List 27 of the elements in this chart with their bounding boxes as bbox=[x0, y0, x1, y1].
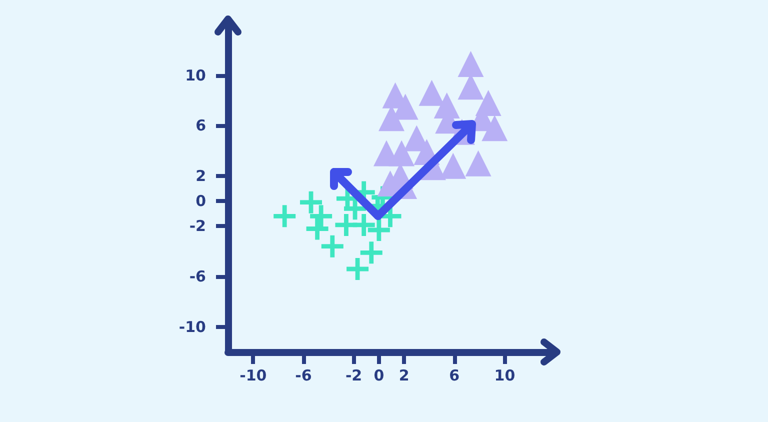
y-tick-label: 2 bbox=[196, 166, 206, 185]
x-tick-label: 2 bbox=[398, 366, 410, 384]
point bbox=[360, 242, 382, 264]
point bbox=[458, 50, 484, 77]
point bbox=[482, 115, 508, 142]
x-tick-label: 10 bbox=[494, 366, 516, 384]
y-tick-label: -6 bbox=[189, 268, 206, 286]
point bbox=[321, 235, 344, 258]
point bbox=[306, 218, 328, 240]
point bbox=[352, 214, 375, 236]
point bbox=[300, 191, 322, 214]
point bbox=[465, 150, 492, 176]
y-tick-label: 10 bbox=[185, 66, 206, 84]
y-tick-label: -2 bbox=[189, 217, 206, 236]
y-tick-label: 0 bbox=[196, 192, 206, 210]
point bbox=[388, 140, 415, 166]
y-tick-label: -10 bbox=[178, 318, 206, 336]
point bbox=[310, 205, 332, 228]
point bbox=[346, 258, 369, 280]
x-tick-label: -6 bbox=[295, 366, 312, 384]
x-tick-label: -10 bbox=[240, 366, 267, 384]
x-tick-label: 6 bbox=[449, 366, 460, 384]
point bbox=[368, 219, 390, 242]
point bbox=[274, 205, 296, 228]
x-tick-label: 0 bbox=[374, 366, 384, 384]
x-tick-label: -2 bbox=[345, 366, 362, 384]
y-tick-label: 6 bbox=[196, 116, 206, 135]
